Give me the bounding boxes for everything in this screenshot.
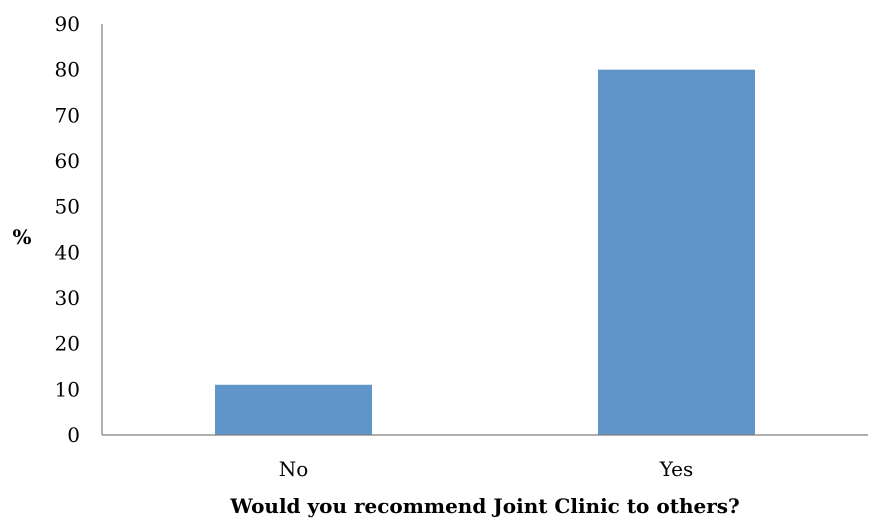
y-tick-label: 50 [55, 195, 80, 219]
y-axis-ticks: 0 10 20 30 40 50 60 70 80 90 [55, 12, 80, 447]
x-tick-label: No [279, 457, 309, 481]
y-tick-label: 30 [55, 286, 80, 310]
y-tick-label: 20 [55, 332, 80, 356]
y-tick-label: 80 [55, 58, 80, 82]
x-axis-title: Would you recommend Joint Clinic to othe… [229, 494, 739, 518]
bars [214, 69, 756, 436]
y-tick-label: 40 [55, 240, 80, 264]
y-axis-title: % [12, 225, 31, 249]
y-tick-label: 10 [55, 377, 80, 401]
x-axis-ticks: No Yes [279, 457, 694, 481]
y-tick-label: 90 [55, 12, 80, 36]
bar-yes [597, 69, 756, 436]
y-tick-label: 70 [55, 103, 80, 127]
y-tick-label: 0 [67, 423, 80, 447]
x-tick-label: Yes [659, 457, 694, 481]
bar-no [214, 384, 373, 435]
y-tick-label: 60 [55, 149, 80, 173]
